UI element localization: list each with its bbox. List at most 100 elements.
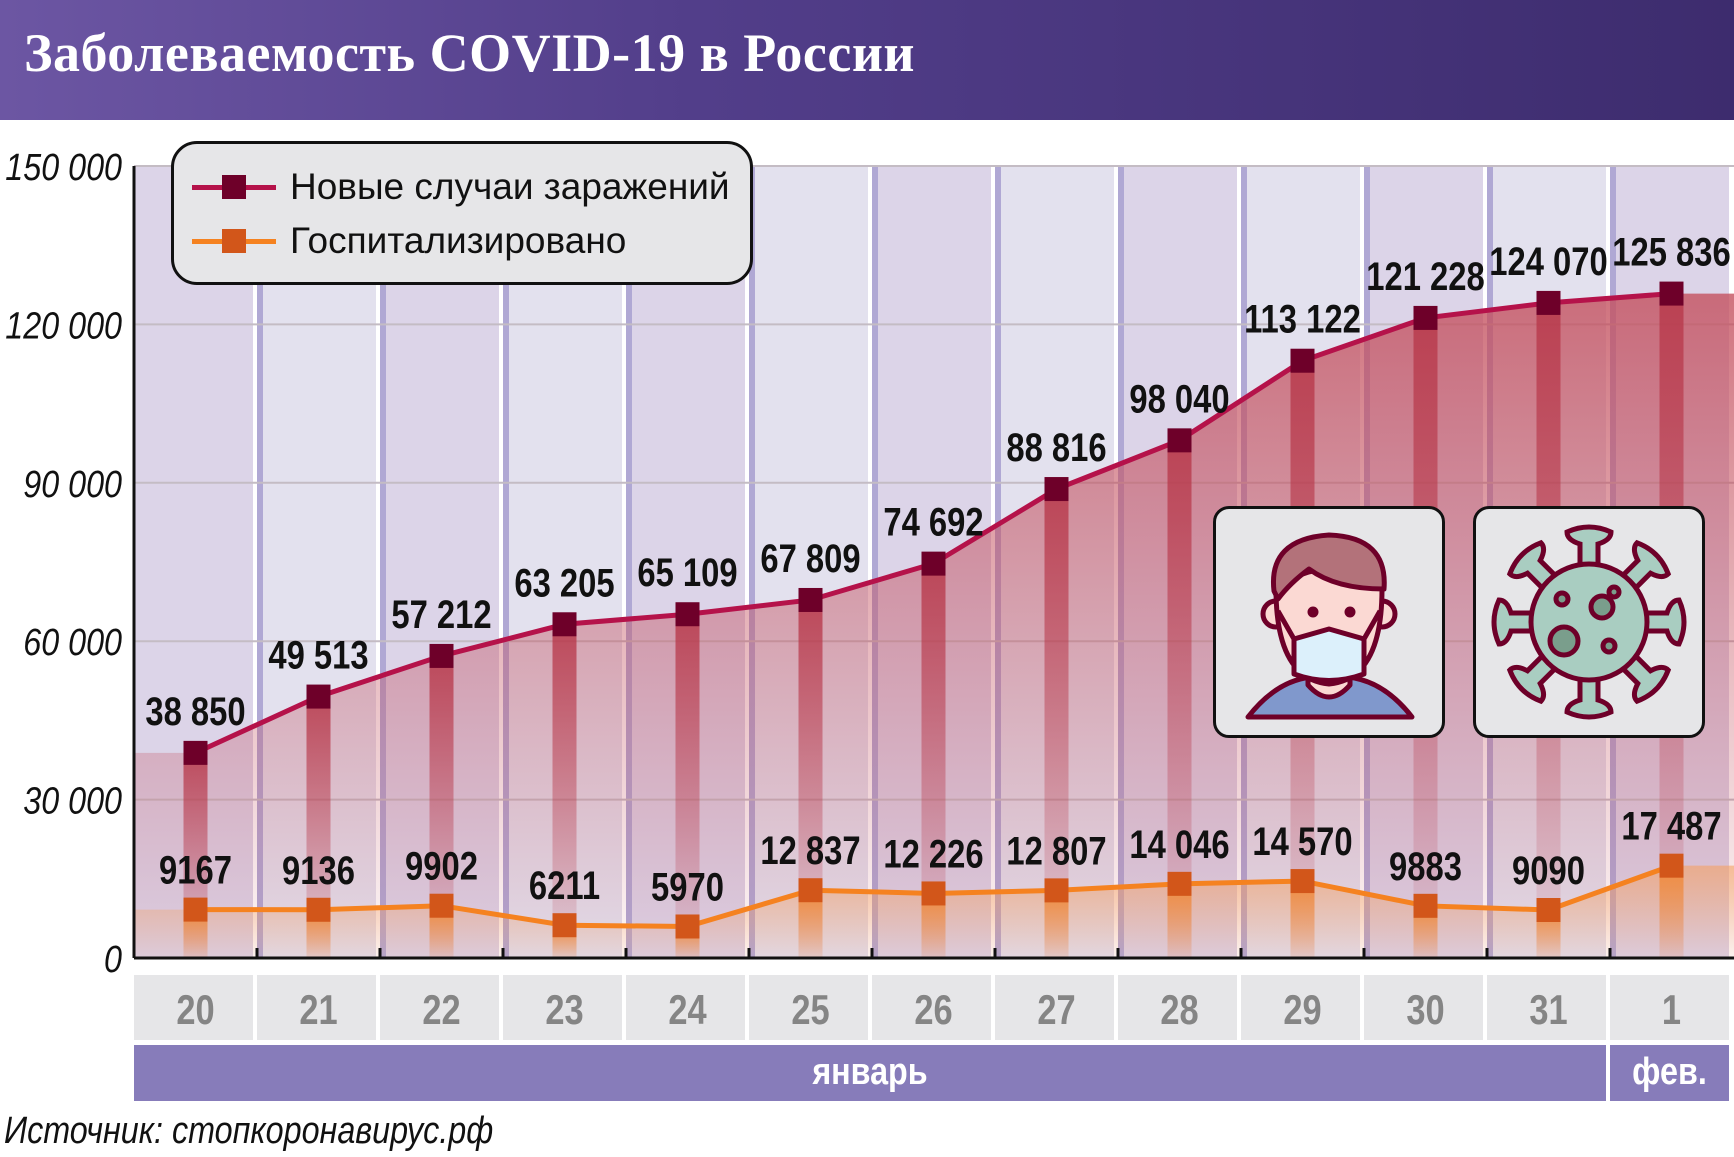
- y-tick-label: 30 000: [23, 780, 122, 822]
- day-cell: [872, 975, 991, 1040]
- data-label: 67 809: [760, 536, 860, 581]
- month-band: [134, 1045, 1606, 1101]
- data-point: [921, 551, 946, 576]
- x-tick-label: 31: [1529, 987, 1567, 1034]
- day-cell: [503, 975, 622, 1040]
- column-stripe: [503, 166, 509, 958]
- y-tick-label: 150 000: [5, 147, 122, 189]
- data-label: 57 212: [391, 592, 491, 637]
- value-column: [552, 624, 577, 958]
- value-column: [1167, 883, 1192, 958]
- data-point: [1290, 869, 1315, 894]
- data-label: 14 570: [1252, 819, 1352, 864]
- column-stripe: [380, 166, 386, 958]
- day-cell: [626, 975, 745, 1040]
- data-label: 17 487: [1621, 804, 1721, 849]
- column-stripe: [749, 166, 755, 958]
- data-label: 9136: [282, 848, 355, 893]
- data-label: 12 807: [1006, 828, 1106, 873]
- x-tick-label: 25: [791, 987, 829, 1034]
- month-label: январь: [811, 1051, 927, 1093]
- data-label: 5970: [651, 864, 724, 909]
- day-cell: [1241, 975, 1360, 1040]
- masked-person-icon: [1213, 506, 1445, 738]
- virus-spike: [1564, 524, 1614, 575]
- legend-label: Госпитализировано: [290, 220, 627, 261]
- day-cell: [749, 975, 868, 1040]
- data-point: [183, 897, 208, 922]
- data-label: 63 205: [514, 560, 614, 605]
- x-tick-label: 29: [1283, 987, 1321, 1034]
- value-column: [1290, 881, 1315, 958]
- data-point: [1413, 893, 1438, 918]
- y-tick-label: 0: [104, 939, 122, 981]
- virus-spike: [1491, 597, 1542, 647]
- value-column: [675, 614, 700, 958]
- data-label: 38 850: [145, 689, 245, 734]
- data-point: [675, 914, 700, 939]
- square-marker-icon: [222, 174, 246, 199]
- data-label: 12 837: [760, 828, 860, 873]
- x-tick-label: 26: [914, 987, 952, 1034]
- legend-line: [192, 174, 276, 199]
- data-point: [1167, 871, 1192, 896]
- day-cell: [1118, 975, 1237, 1040]
- data-point: [1167, 428, 1192, 453]
- data-point: [798, 878, 823, 903]
- data-point: [183, 740, 208, 765]
- day-cell: [257, 975, 376, 1040]
- data-label: 12 226: [883, 831, 983, 876]
- source-note: Источник: стопкоронавирус.рф: [4, 1110, 494, 1152]
- x-tick-label: 27: [1037, 987, 1075, 1034]
- data-label: 113 122: [1244, 297, 1361, 342]
- x-tick-label: 20: [176, 987, 214, 1034]
- value-column: [1167, 440, 1192, 959]
- data-point: [429, 893, 454, 918]
- day-cell: [1487, 975, 1606, 1040]
- data-point: [1536, 290, 1561, 315]
- data-point: [1290, 348, 1315, 373]
- x-tick-label: 28: [1160, 987, 1198, 1034]
- data-point: [1659, 853, 1684, 878]
- data-point: [306, 897, 331, 922]
- legend-line: [192, 228, 276, 253]
- x-tick-label: 1: [1662, 987, 1681, 1034]
- data-label: 65 109: [637, 550, 737, 595]
- virus-spike: [1636, 597, 1687, 647]
- month-label: фев.: [1632, 1051, 1707, 1093]
- data-label: 125 836: [1612, 229, 1731, 274]
- data-label: 98 040: [1129, 376, 1229, 421]
- data-point: [798, 587, 823, 612]
- data-point: [306, 684, 331, 709]
- y-tick-label: 120 000: [5, 305, 122, 347]
- legend: Новые случаи заражений Госпитализировано: [171, 141, 753, 285]
- y-tick-label: 60 000: [23, 622, 122, 664]
- x-tick-label: 21: [299, 987, 337, 1034]
- data-label: 124 070: [1489, 239, 1608, 284]
- data-point: [675, 602, 700, 627]
- x-tick-label: 30: [1406, 987, 1444, 1034]
- data-label: 121 228: [1366, 254, 1485, 299]
- data-label: 6211: [529, 863, 600, 908]
- month-band: [1610, 1045, 1729, 1101]
- title-bar: Заболеваемость COVID-19 в России: [0, 0, 1734, 120]
- virus-icon: [1473, 506, 1705, 738]
- x-tick-label: 22: [422, 987, 460, 1034]
- data-label: 49 513: [268, 632, 368, 677]
- legend-item-hospitalized: Госпитализировано: [192, 216, 626, 266]
- data-label: 14 046: [1129, 822, 1229, 867]
- day-cell: [380, 975, 499, 1040]
- data-label: 74 692: [883, 500, 983, 545]
- day-cell: [134, 975, 253, 1040]
- day-cell: [1610, 975, 1729, 1040]
- x-tick-label: 23: [545, 987, 583, 1034]
- y-tick-label: 90 000: [23, 463, 122, 505]
- data-label: 9090: [1512, 848, 1585, 893]
- data-point: [1044, 477, 1069, 502]
- data-point: [552, 612, 577, 637]
- data-point: [921, 881, 946, 906]
- column-stripe: [872, 166, 878, 958]
- column-stripe: [257, 166, 263, 958]
- data-point: [1044, 878, 1069, 903]
- data-point: [552, 913, 577, 938]
